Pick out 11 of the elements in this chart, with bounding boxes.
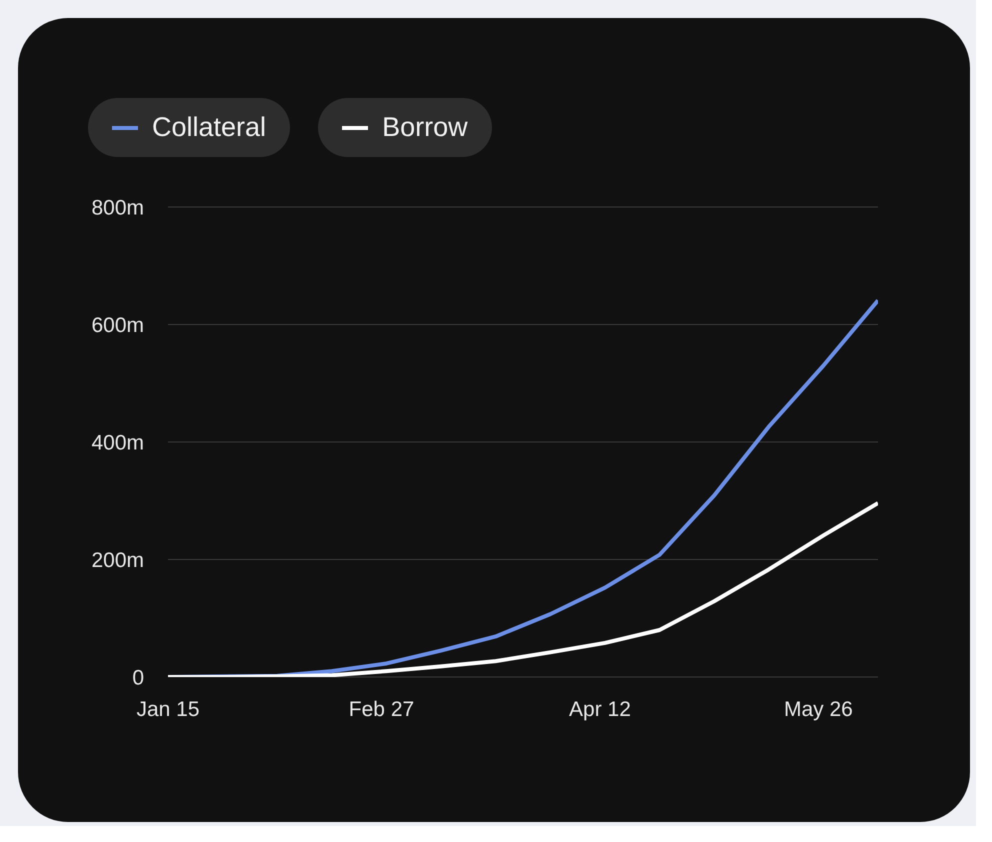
x-tick-label: Apr 12 xyxy=(569,698,631,721)
legend-label: Collateral xyxy=(88,98,290,157)
legend-label: Borrow xyxy=(318,98,492,157)
y-tick-label: 800m xyxy=(91,196,144,220)
x-tick-label: Feb 27 xyxy=(348,698,414,721)
y-tick-label: 0 xyxy=(132,666,144,690)
y-tick-label: 400m xyxy=(91,431,144,454)
x-tick-label: May 26 xyxy=(784,698,853,721)
x-tick-label: Jan 15 xyxy=(136,698,200,721)
y-tick-label: 600m xyxy=(91,314,144,337)
y-tick-label: 200m xyxy=(91,548,144,572)
